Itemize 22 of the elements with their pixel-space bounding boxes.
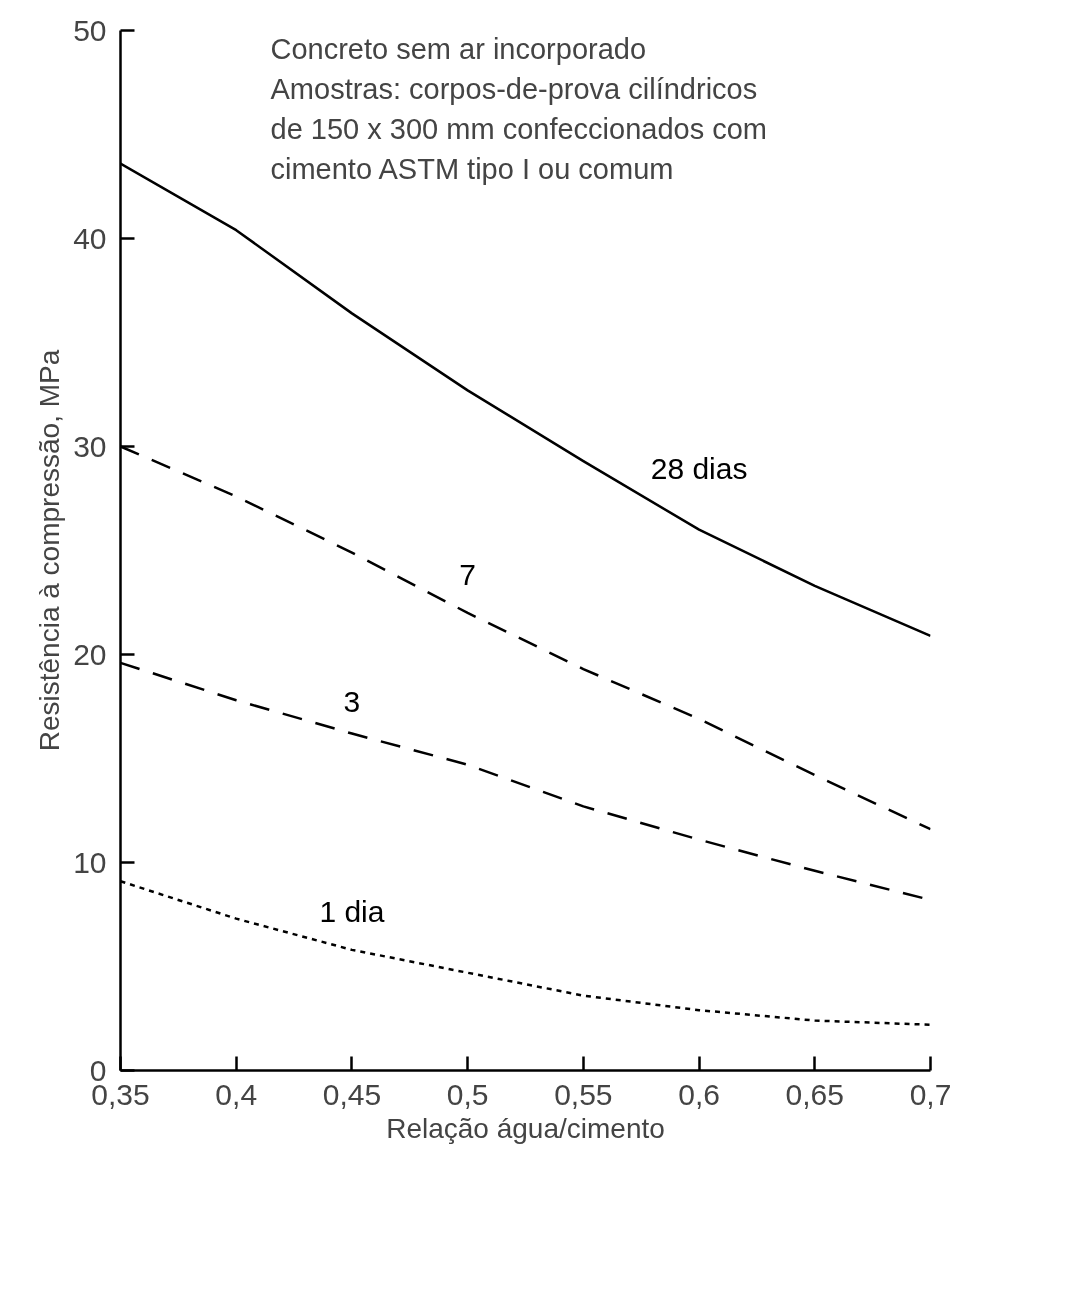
series-label: 7 xyxy=(459,557,476,591)
series-label: 28 dias xyxy=(650,451,748,485)
x-tick-label: 0,5 xyxy=(446,1077,489,1111)
x-tick-label: 0,6 xyxy=(678,1077,720,1111)
annotation: Concreto sem ar incorporado xyxy=(270,32,647,65)
x-tick-label: 0,45 xyxy=(322,1077,382,1111)
y-tick-label: 10 xyxy=(73,845,107,879)
x-tick-label: 0,65 xyxy=(785,1077,844,1111)
annotation: cimento ASTM tipo I ou comum xyxy=(270,152,674,185)
y-tick-label: 20 xyxy=(73,637,107,671)
x-tick-label: 0,4 xyxy=(215,1077,258,1111)
x-axis-title: Relação água/cimento xyxy=(386,1112,665,1144)
series-label: 1 dia xyxy=(319,894,385,928)
annotation: Amostras: corpos-de-prova cilíndricos xyxy=(270,72,758,105)
annotation: de 150 x 300 mm confeccionados com xyxy=(270,112,767,145)
x-tick-label: 0,7 xyxy=(909,1077,952,1111)
y-tick-label: 40 xyxy=(73,221,107,255)
y-tick-label: 30 xyxy=(73,429,107,463)
x-tick-label: 0,55 xyxy=(554,1077,613,1111)
y-axis-title: Resistência à compressão, MPa xyxy=(34,349,66,752)
series-label: 3 xyxy=(343,684,361,718)
y-tick-label: 50 xyxy=(73,13,107,47)
